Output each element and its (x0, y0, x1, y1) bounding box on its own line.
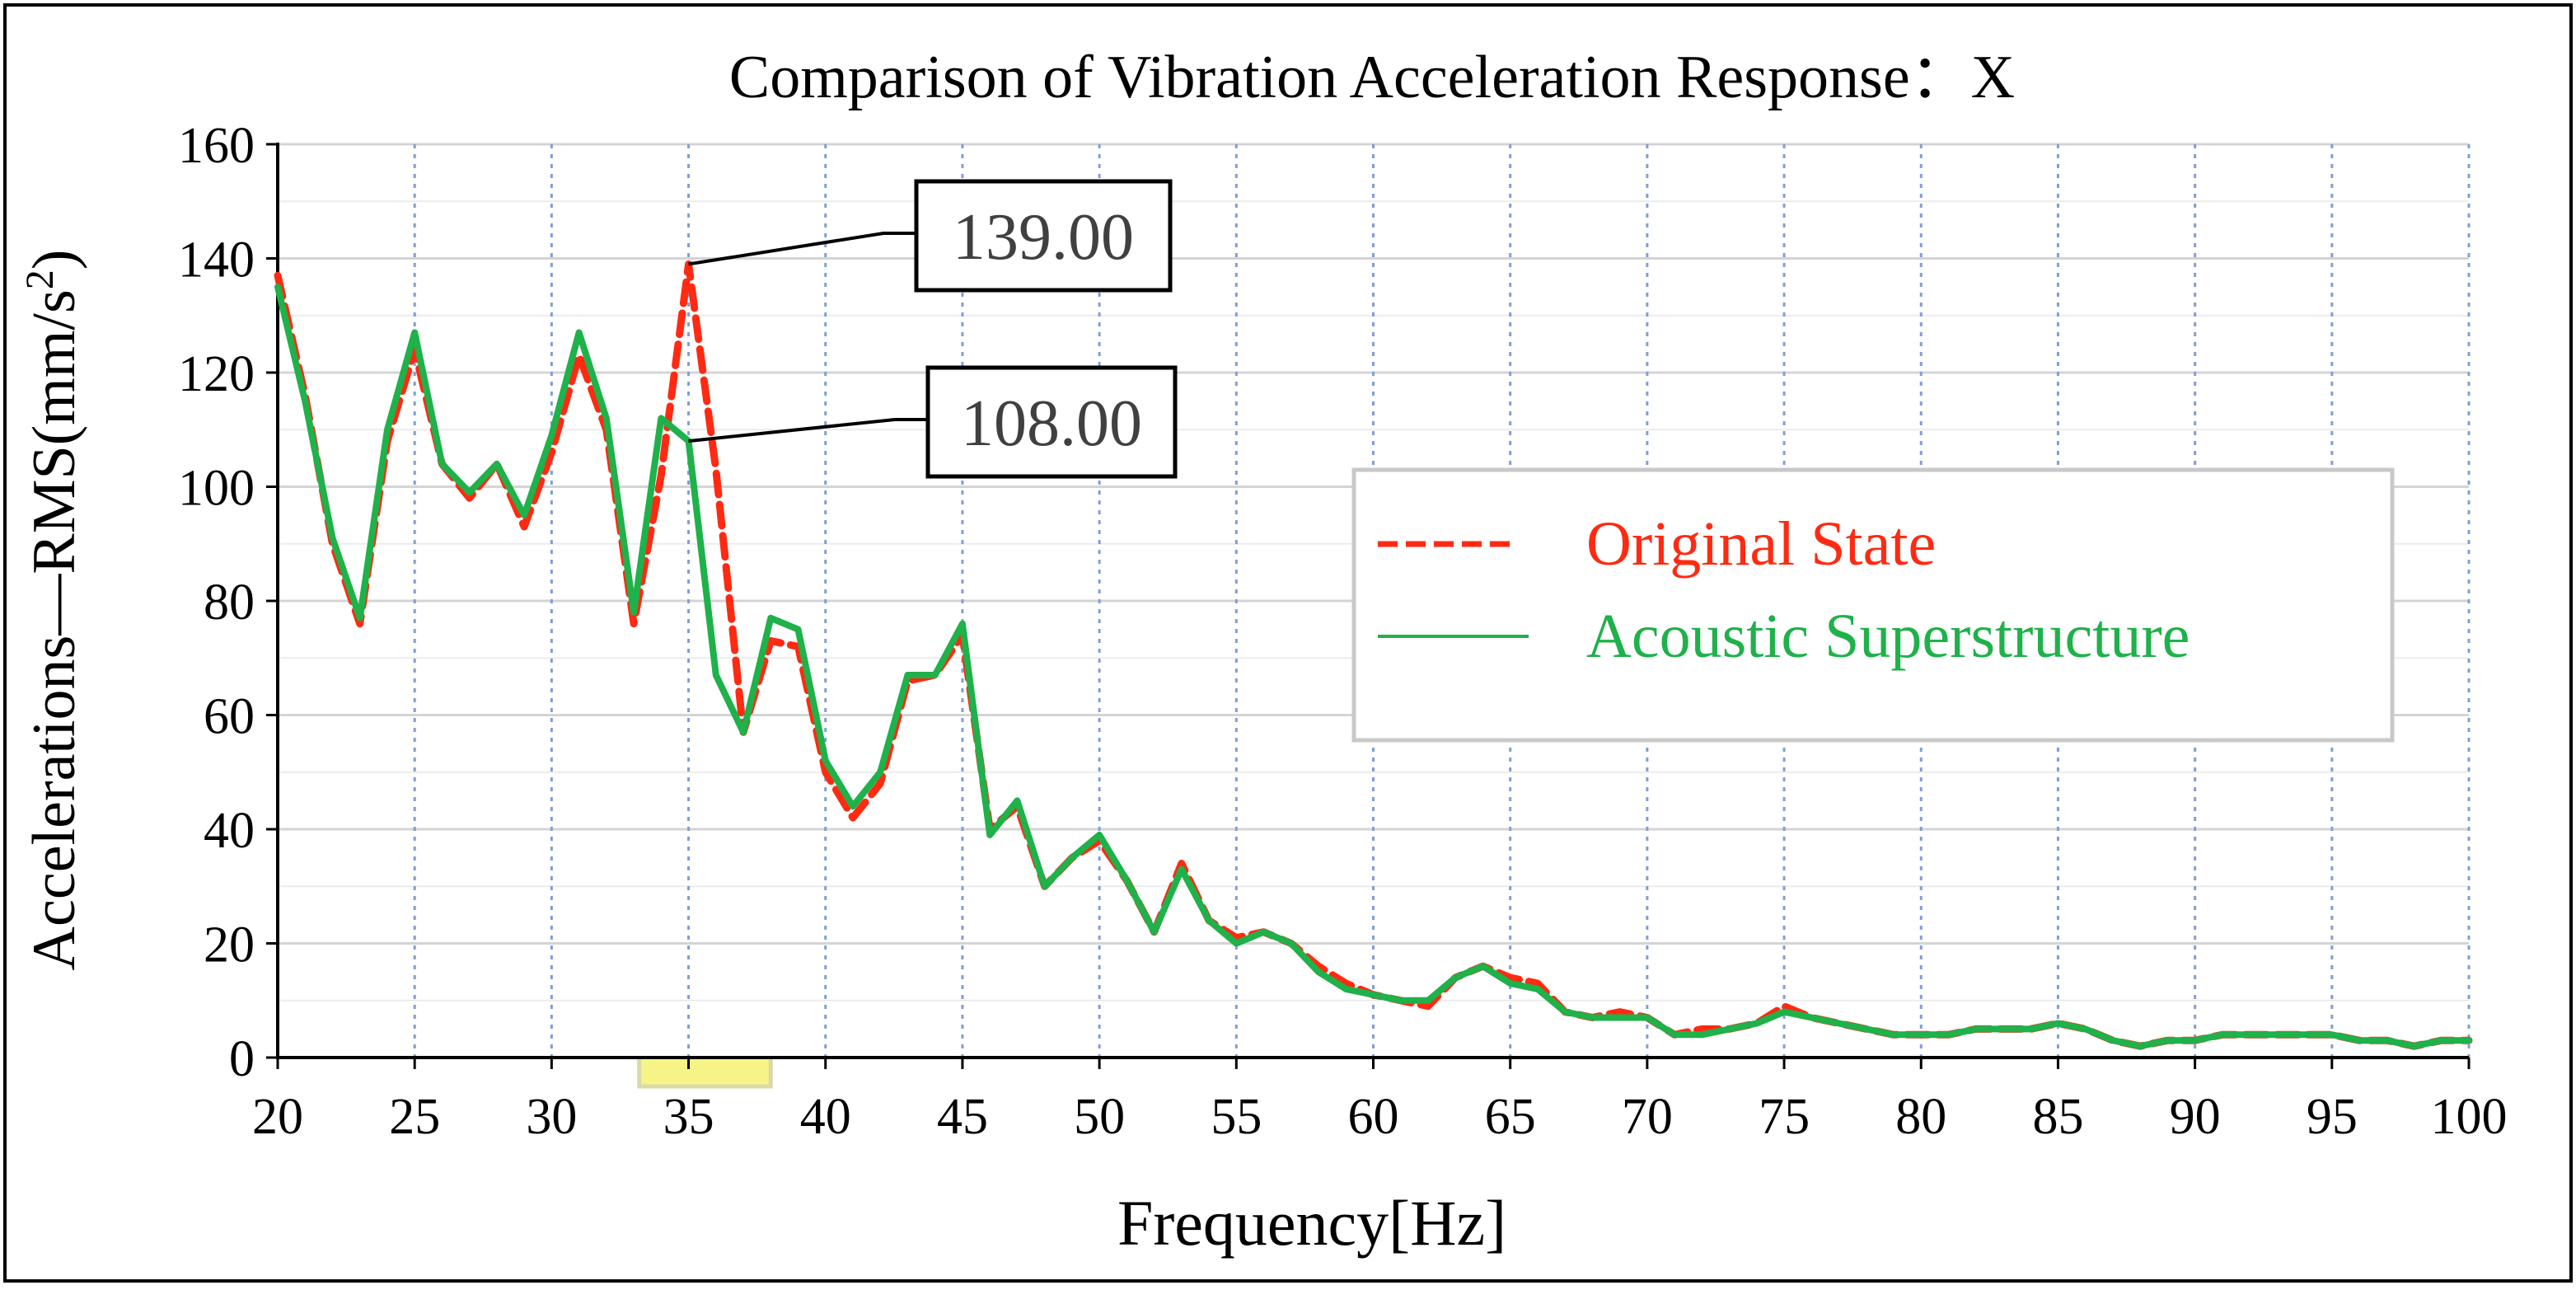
y-tick-label: 120 (178, 346, 255, 402)
x-tick-label: 70 (1622, 1089, 1673, 1145)
y-tick-label: 60 (204, 689, 255, 745)
x-tick-label: 80 (1895, 1089, 1946, 1145)
y-axis-label-close: ) (21, 250, 88, 270)
chart-title: Comparison of Vibration Acceleration Res… (729, 44, 2015, 111)
legend: Original State Acoustic Superstructure (1351, 467, 2395, 743)
annotation-leader-line (688, 232, 916, 266)
y-tick-label: 160 (178, 118, 255, 174)
x-tick-label: 60 (1348, 1089, 1399, 1145)
annotation-leader-line (688, 418, 928, 443)
y-tick-label: 40 (204, 803, 255, 859)
series-line-acoustic-superstructure (274, 284, 2472, 1050)
y-tick-label: 100 (178, 461, 255, 517)
series-layer (274, 260, 2473, 1050)
y-tick-label: 0 (229, 1031, 255, 1087)
y-axis-label-main: Accelerations—RMS(mm/s (21, 289, 88, 970)
y-tick-label: 20 (204, 917, 255, 973)
y-axis-label: Accelerations—RMS(mm/s2) (18, 250, 88, 971)
legend-label-acoustic-superstructure: Acoustic Superstructure (1586, 602, 2190, 671)
x-tick-label: 20 (252, 1089, 303, 1145)
x-axis-label: Frequency[Hz] (1117, 1187, 1506, 1259)
y-tick-label: 140 (178, 232, 255, 288)
x-tick-label: 85 (2032, 1089, 2083, 1145)
x-tick-label: 95 (2307, 1089, 2358, 1145)
legend-box (1351, 467, 2395, 743)
x-tick-label: 25 (389, 1089, 440, 1145)
annotation-layer: 139.00 108.00 (688, 179, 1178, 479)
annotation-box (914, 179, 1173, 293)
y-axis-label-superscript: 2 (18, 270, 62, 289)
annotation-label: 139.00 (953, 201, 1134, 274)
x-tick-label: 100 (2431, 1089, 2508, 1145)
x-tick-label: 35 (663, 1089, 714, 1145)
x-tick-label: 45 (937, 1089, 988, 1145)
x-tick-label: 30 (526, 1089, 577, 1145)
x-tick-label: 65 (1485, 1089, 1536, 1145)
annotation-label: 108.00 (961, 387, 1142, 460)
x-tick-label: 55 (1211, 1089, 1262, 1145)
legend-label-original-state: Original State (1586, 509, 1936, 579)
annotation-box (925, 365, 1178, 479)
x-tick-label: 90 (2170, 1089, 2221, 1145)
x-tick-label: 75 (1759, 1089, 1810, 1145)
x-tick-label: 50 (1074, 1089, 1125, 1145)
x-tick-label: 40 (800, 1089, 851, 1145)
y-tick-label: 80 (204, 575, 255, 631)
